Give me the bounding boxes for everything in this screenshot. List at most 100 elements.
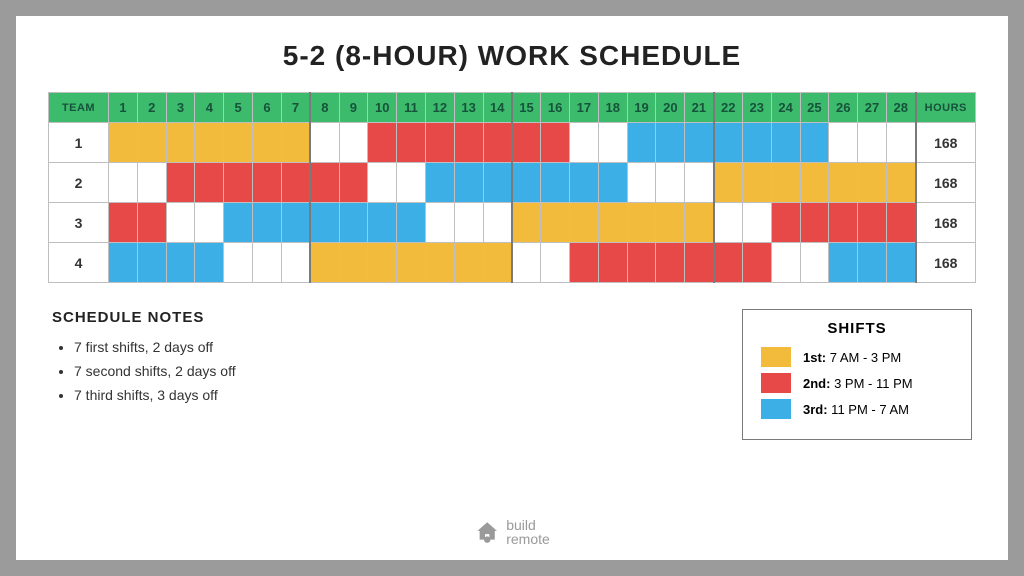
day-header: 26 (829, 93, 858, 123)
shift-cell (598, 203, 627, 243)
shift-cell (425, 203, 454, 243)
day-header: 9 (339, 93, 368, 123)
shift-cell (281, 203, 310, 243)
notes-item: 7 second shifts, 2 days off (74, 360, 236, 384)
day-header: 14 (483, 93, 512, 123)
shift-cell (281, 243, 310, 283)
day-header: 2 (137, 93, 166, 123)
shift-cell (195, 123, 224, 163)
day-header: 8 (310, 93, 339, 123)
shift-cell (397, 163, 426, 203)
day-header: 16 (541, 93, 570, 123)
hours-cell: 168 (916, 243, 976, 283)
day-header: 1 (109, 93, 138, 123)
shift-cell (512, 243, 541, 283)
shift-cell (627, 123, 656, 163)
shift-cell (627, 203, 656, 243)
shift-cell (224, 203, 253, 243)
legend-label: 3rd: 11 PM - 7 AM (803, 402, 909, 417)
day-header: 28 (886, 93, 915, 123)
shift-cell (166, 163, 195, 203)
shift-cell (483, 203, 512, 243)
shift-cell (656, 203, 685, 243)
shift-cell (368, 243, 397, 283)
shift-cell (195, 163, 224, 203)
legend-swatch (761, 399, 791, 419)
shift-cell (800, 163, 829, 203)
shift-cell (570, 163, 599, 203)
table-row: 1168 (49, 123, 976, 163)
shift-cell (425, 163, 454, 203)
shift-cell (858, 243, 887, 283)
shift-cell (598, 123, 627, 163)
shift-cell (656, 123, 685, 163)
notes-title: SCHEDULE NOTES (52, 309, 236, 326)
shift-cell (742, 163, 771, 203)
legend-swatch (761, 373, 791, 393)
shift-cell (512, 163, 541, 203)
shift-cell (310, 243, 339, 283)
shift-cell (685, 163, 714, 203)
hours-cell: 168 (916, 163, 976, 203)
house-icon (474, 519, 500, 545)
day-header: 23 (742, 93, 771, 123)
day-header: 24 (771, 93, 800, 123)
shift-cell (109, 163, 138, 203)
shift-cell (829, 163, 858, 203)
team-header: TEAM (49, 93, 109, 123)
shift-cell (397, 123, 426, 163)
shift-cell (570, 123, 599, 163)
shift-cell (858, 163, 887, 203)
shift-cell (541, 203, 570, 243)
day-header: 7 (281, 93, 310, 123)
hours-cell: 168 (916, 203, 976, 243)
day-header: 22 (714, 93, 743, 123)
table-row: 4 168 (49, 243, 976, 283)
legend-row: 2nd: 3 PM - 11 PM (761, 373, 953, 393)
shift-cell (310, 123, 339, 163)
shifts-legend: SHIFTS 1st: 7 AM - 3 PM2nd: 3 PM - 11 PM… (742, 309, 972, 440)
shift-cell (541, 243, 570, 283)
shift-cell (886, 203, 915, 243)
shift-cell (253, 243, 282, 283)
shift-cell (166, 123, 195, 163)
day-header: 18 (598, 93, 627, 123)
shift-cell (483, 163, 512, 203)
shift-cell (253, 163, 282, 203)
day-header: 11 (397, 93, 426, 123)
team-cell: 4 (49, 243, 109, 283)
shift-cell (109, 243, 138, 283)
logo-text: build remote (506, 518, 550, 546)
shift-cell (137, 203, 166, 243)
day-header: 12 (425, 93, 454, 123)
day-header: 5 (224, 93, 253, 123)
day-header: 25 (800, 93, 829, 123)
shift-cell (714, 123, 743, 163)
shift-cell (714, 243, 743, 283)
table-row: 3168 (49, 203, 976, 243)
shift-cell (829, 243, 858, 283)
shift-cell (886, 123, 915, 163)
logo-line2: remote (506, 532, 550, 546)
shift-cell (137, 163, 166, 203)
shift-cell (771, 243, 800, 283)
schedule-table: TEAM123456789101112131415161718192021222… (48, 92, 976, 283)
legend-label: 1st: 7 AM - 3 PM (803, 350, 901, 365)
shift-cell (656, 163, 685, 203)
shift-cell (454, 163, 483, 203)
day-header: 4 (195, 93, 224, 123)
shift-cell (570, 203, 599, 243)
shift-cell (771, 163, 800, 203)
lower-section: SCHEDULE NOTES 7 first shifts, 2 days of… (48, 309, 976, 440)
shift-cell (137, 123, 166, 163)
shift-cell (714, 203, 743, 243)
shift-cell (339, 203, 368, 243)
team-cell: 2 (49, 163, 109, 203)
shift-cell (425, 123, 454, 163)
shift-cell (829, 123, 858, 163)
shift-cell (829, 203, 858, 243)
shift-cell (598, 243, 627, 283)
shift-cell (368, 203, 397, 243)
shift-cell (771, 203, 800, 243)
day-header: 21 (685, 93, 714, 123)
